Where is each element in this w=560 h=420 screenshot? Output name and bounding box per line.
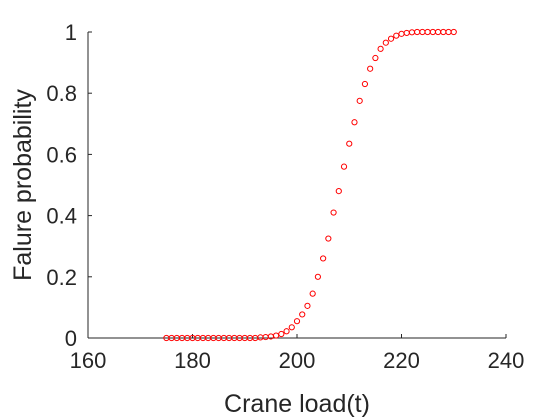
data-point: [340, 163, 348, 170]
data-point: [309, 290, 316, 297]
data-point: [419, 28, 426, 36]
axes: 160 180 200 220 240 0 0.2 0.4 0.6 0.8 1: [46, 20, 524, 373]
x-tick-label: 240: [488, 348, 525, 373]
data-point: [299, 311, 306, 318]
data-point: [372, 54, 379, 62]
data-point: [293, 318, 301, 325]
data-point: [387, 35, 395, 42]
x-tick-label: 160: [70, 348, 107, 373]
data-point: [414, 28, 421, 36]
data-point: [325, 235, 332, 242]
y-axis-title: Falure probability: [9, 89, 37, 281]
x-tick-label: 180: [174, 348, 211, 373]
data-point: [262, 333, 269, 341]
y-tick-label: 1: [65, 20, 77, 45]
data-point: [424, 28, 431, 36]
data-point: [335, 188, 342, 195]
data-point: [314, 273, 321, 280]
data-point: [367, 65, 374, 72]
data-point: [351, 119, 358, 126]
data-points: [163, 28, 457, 342]
data-point: [429, 28, 436, 36]
x-axis-title: Crane load(t): [224, 390, 370, 418]
data-point: [377, 45, 384, 52]
y-tick-label: 0.6: [46, 142, 77, 167]
y-tick-label: 0: [65, 326, 77, 351]
data-point: [304, 302, 311, 309]
y-tick-label: 0.2: [46, 265, 77, 290]
data-point: [434, 28, 442, 36]
y-tick-label: 0.4: [46, 204, 77, 229]
data-point: [450, 28, 457, 36]
data-point: [382, 39, 389, 46]
x-tick-label: 220: [383, 348, 420, 373]
x-tick-label: 200: [279, 348, 316, 373]
data-point: [440, 28, 447, 36]
data-point: [273, 332, 280, 339]
data-point: [408, 29, 416, 36]
data-point: [288, 324, 295, 331]
data-point: [330, 209, 337, 216]
data-point: [320, 255, 327, 262]
data-point: [346, 140, 353, 147]
data-point: [398, 30, 405, 37]
data-point: [361, 80, 369, 88]
data-point: [283, 328, 290, 335]
data-point: [403, 29, 410, 37]
data-point: [356, 97, 363, 104]
data-point: [393, 32, 400, 39]
data-point: [257, 334, 264, 341]
data-point: [278, 330, 285, 338]
data-point: [445, 28, 452, 36]
y-tick-label: 0.8: [46, 81, 77, 106]
